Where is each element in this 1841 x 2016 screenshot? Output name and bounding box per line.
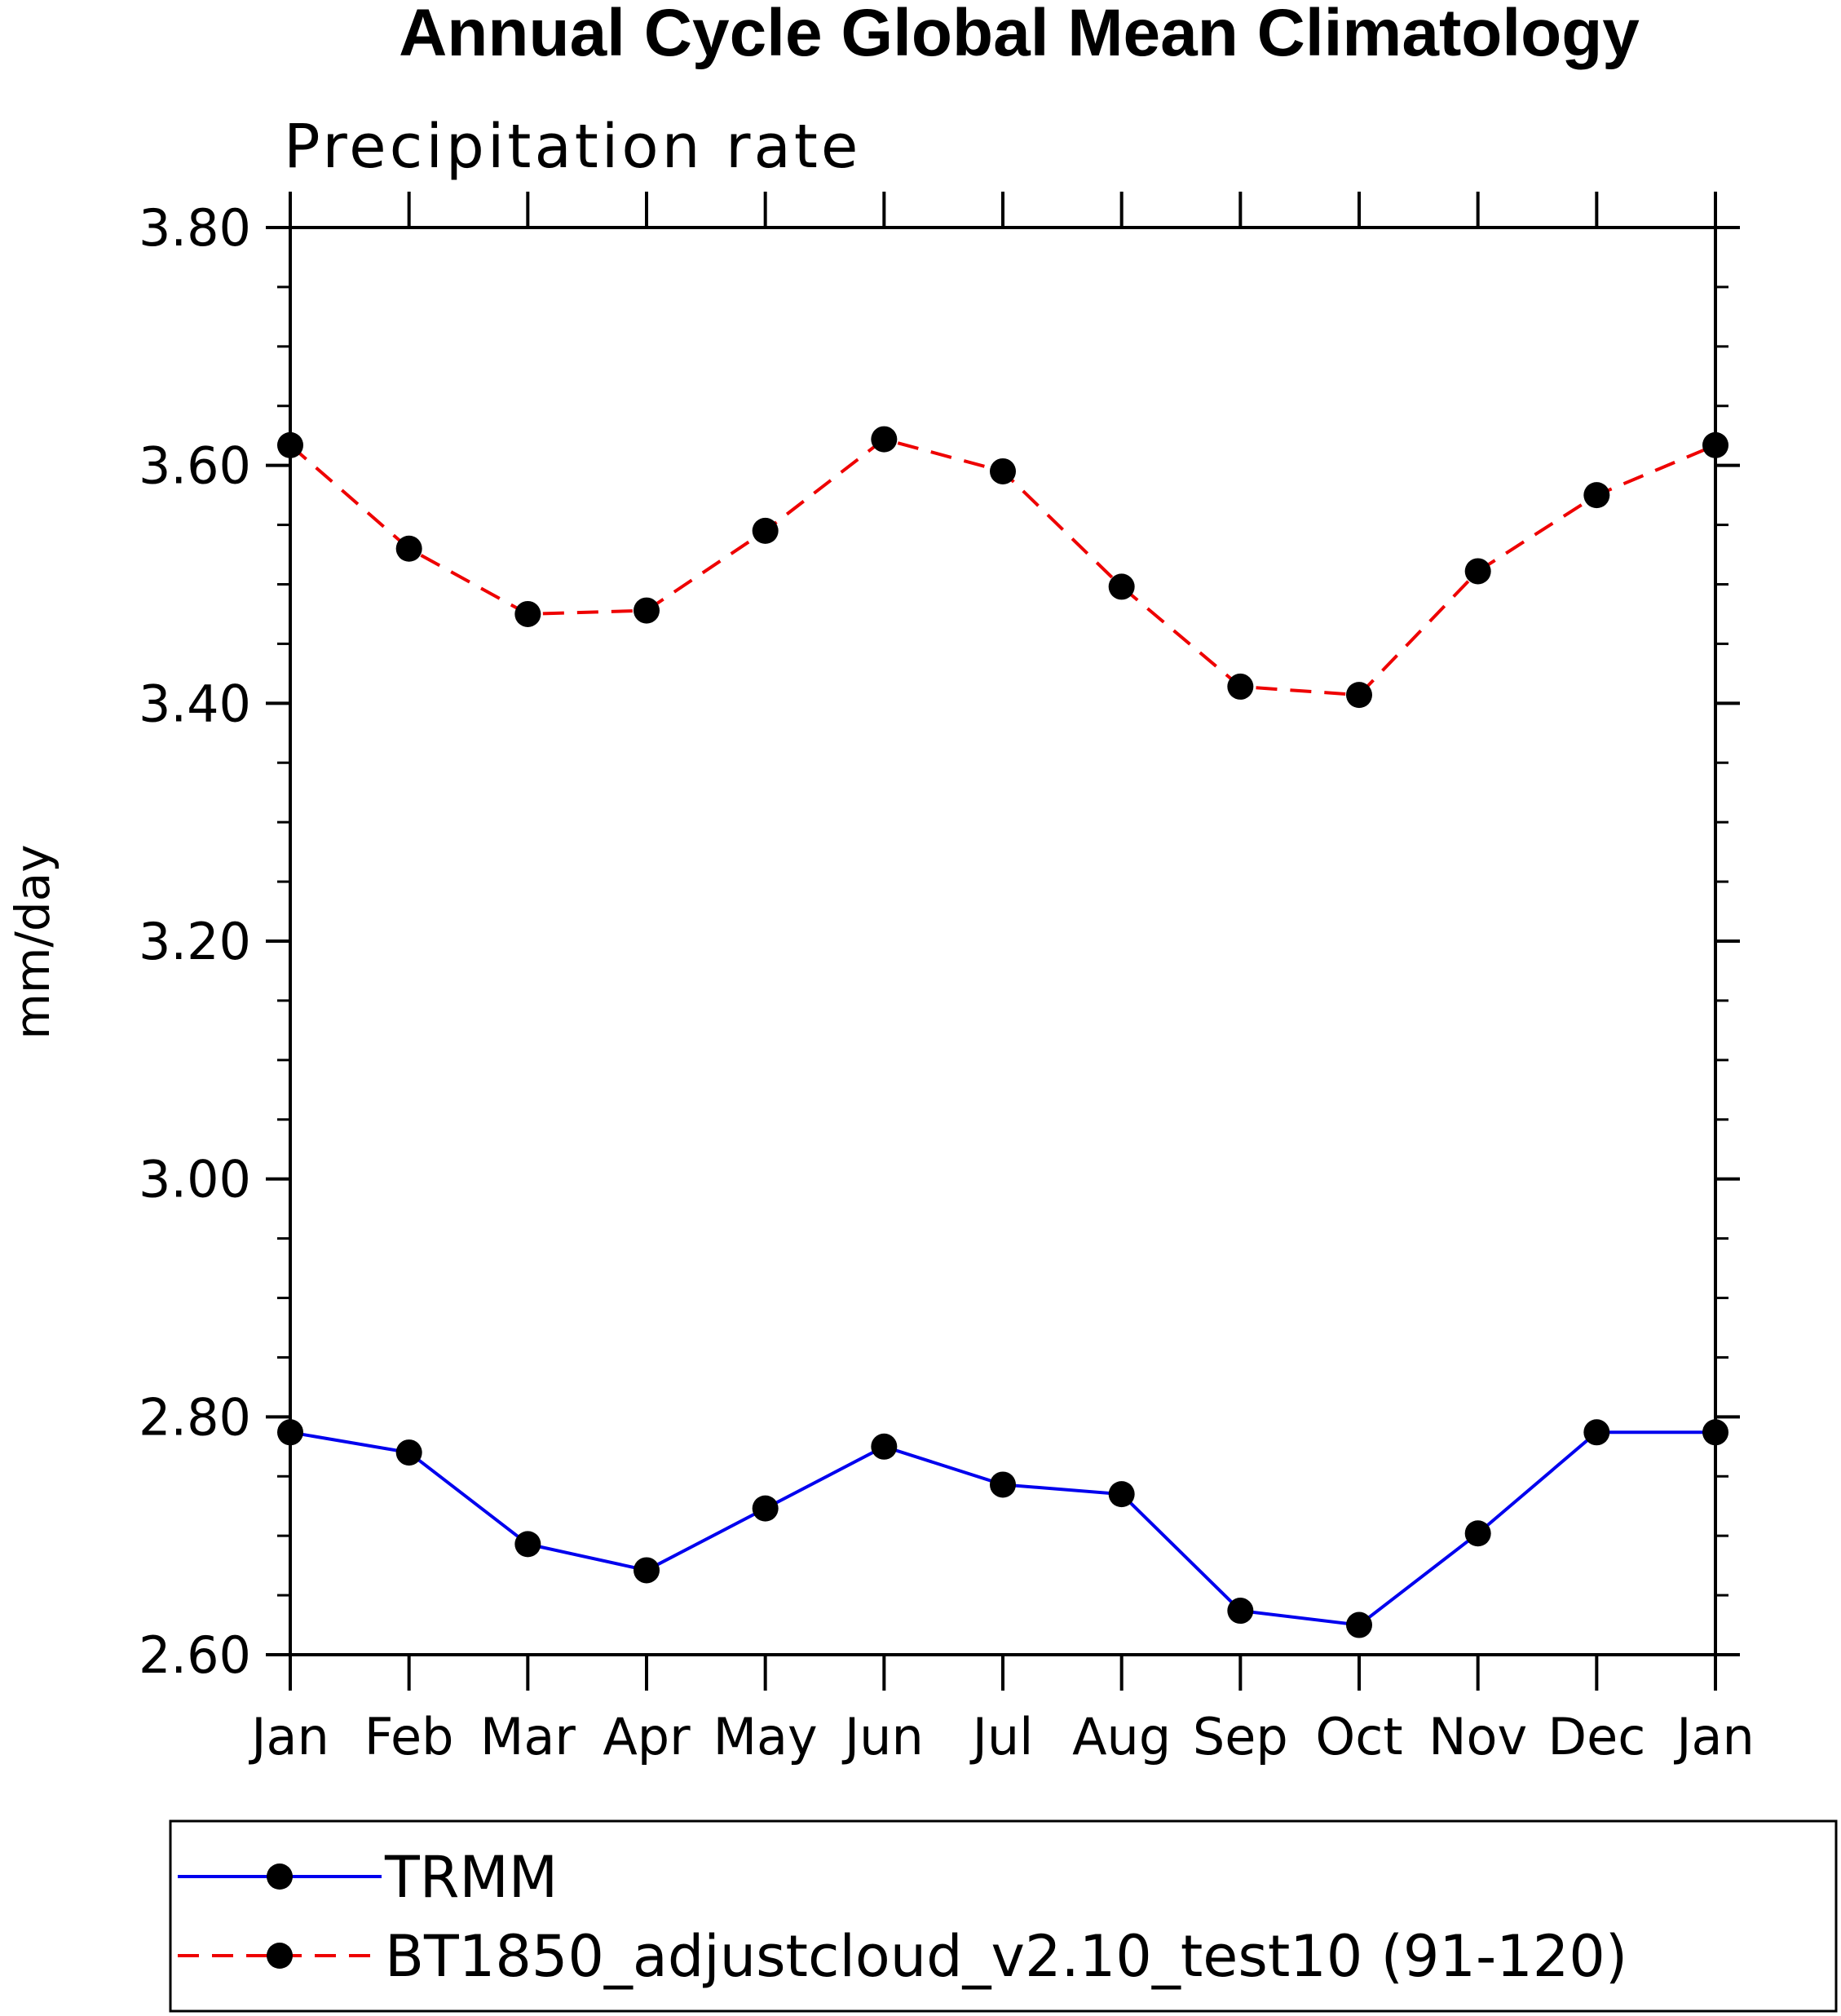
data-point	[1227, 673, 1254, 700]
legend-label: BT1850_adjustcloud_v2.10_test10 (91-120)	[385, 1923, 1627, 1990]
data-point	[990, 458, 1016, 484]
data-point	[1583, 1419, 1610, 1446]
legend-box	[169, 1819, 1838, 2013]
data-point	[634, 597, 660, 624]
legend-entry-0: TRMM	[178, 1844, 558, 1911]
series-line	[289, 1430, 1715, 1627]
data-point	[1464, 1520, 1491, 1547]
legend-marker	[267, 1943, 293, 1969]
x-tick-label: Nov	[1428, 1707, 1527, 1766]
data-point	[871, 426, 898, 453]
legend-entry-1: BT1850_adjustcloud_v2.10_test10 (91-120)	[178, 1923, 1627, 1990]
data-point	[871, 1433, 898, 1460]
legend-label: TRMM	[384, 1844, 558, 1911]
y-tick-label: 3.00	[139, 1150, 251, 1209]
data-point	[1583, 482, 1610, 509]
x-tick-label: Dec	[1547, 1707, 1645, 1766]
data-point	[1702, 431, 1728, 458]
x-tick-label: Aug	[1072, 1707, 1171, 1766]
data-point	[277, 1419, 303, 1446]
x-tick-label: Jan	[248, 1707, 329, 1766]
y-tick-label: 3.60	[139, 436, 251, 496]
data-point	[1346, 1611, 1372, 1638]
legend: TRMM BT1850_adjustcloud_v2.10_test10 (91-…	[178, 1844, 1627, 1990]
x-tick-label: Sep	[1193, 1707, 1288, 1766]
y-axis-label: mm/day	[5, 844, 60, 1039]
y-tick-label: 3.80	[139, 198, 251, 258]
x-tick-label: Mar	[480, 1707, 576, 1766]
x-tick-label: Jun	[841, 1707, 924, 1766]
data-point	[1108, 1481, 1135, 1508]
x-tick-label: Apr	[603, 1707, 691, 1766]
data-point	[1346, 682, 1372, 709]
data-point	[395, 535, 422, 562]
data-point	[514, 600, 541, 627]
series-layer	[277, 426, 1728, 1638]
y-tick-label: 3.40	[139, 674, 251, 733]
y-tick-label: 2.80	[139, 1387, 251, 1447]
y-tick-label: 2.60	[139, 1625, 251, 1685]
legend-marker	[267, 1863, 293, 1890]
data-point	[1464, 558, 1491, 585]
x-tick-label: Jul	[969, 1707, 1034, 1766]
data-point	[752, 517, 779, 544]
data-point	[277, 431, 303, 458]
data-point	[1108, 573, 1135, 600]
data-point	[752, 1495, 779, 1522]
x-tick-label: May	[713, 1707, 818, 1766]
x-tick-labels: Jan Feb Mar Apr May Jun Jul Aug Sep Oct Nov Dec Jan	[248, 1707, 1755, 1766]
plot-frame	[289, 226, 1717, 1656]
data-point	[634, 1557, 660, 1584]
x-tick-label: Feb	[364, 1707, 454, 1766]
chart-title: Annual Cycle Global Mean Climatology	[399, 0, 1640, 70]
y-tick-label: 3.20	[139, 912, 251, 971]
chart-subtitle: Precipitation rate	[284, 112, 861, 182]
x-tick-label: Oct	[1315, 1707, 1402, 1766]
series-0	[277, 1419, 1728, 1638]
y-tick-labels: 2.60 2.80 3.00 3.20 3.40 3.60 3.80	[139, 198, 251, 1685]
series-1	[277, 426, 1728, 709]
data-point	[1227, 1598, 1254, 1625]
data-point	[990, 1471, 1016, 1498]
data-point	[395, 1439, 422, 1466]
x-tick-label: Jan	[1673, 1707, 1755, 1766]
tick-marks	[266, 192, 1740, 1691]
data-point	[1702, 1419, 1728, 1446]
data-point	[514, 1531, 541, 1558]
